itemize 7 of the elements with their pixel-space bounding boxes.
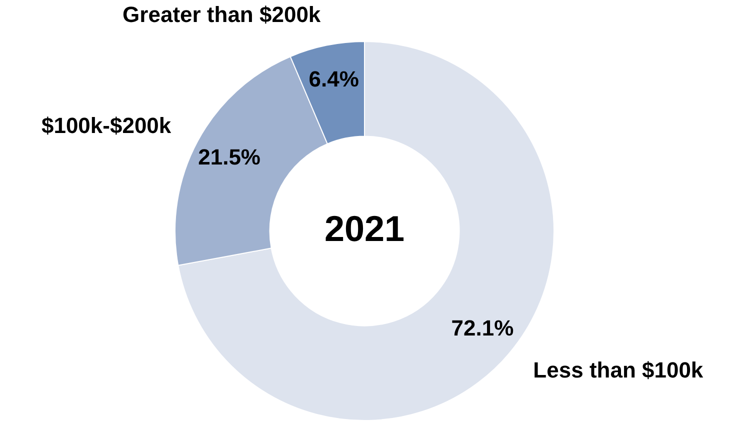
slice-label: Greater than $200k — [122, 2, 322, 27]
text: 2021 — [324, 208, 405, 249]
data-label: 72.1% — [451, 315, 514, 340]
slice-label: $100k-$200k — [41, 113, 172, 138]
data-label: 21.5% — [198, 144, 260, 170]
data-label: 6.4% — [308, 66, 359, 92]
slice-label: Less than $100k — [533, 358, 704, 383]
